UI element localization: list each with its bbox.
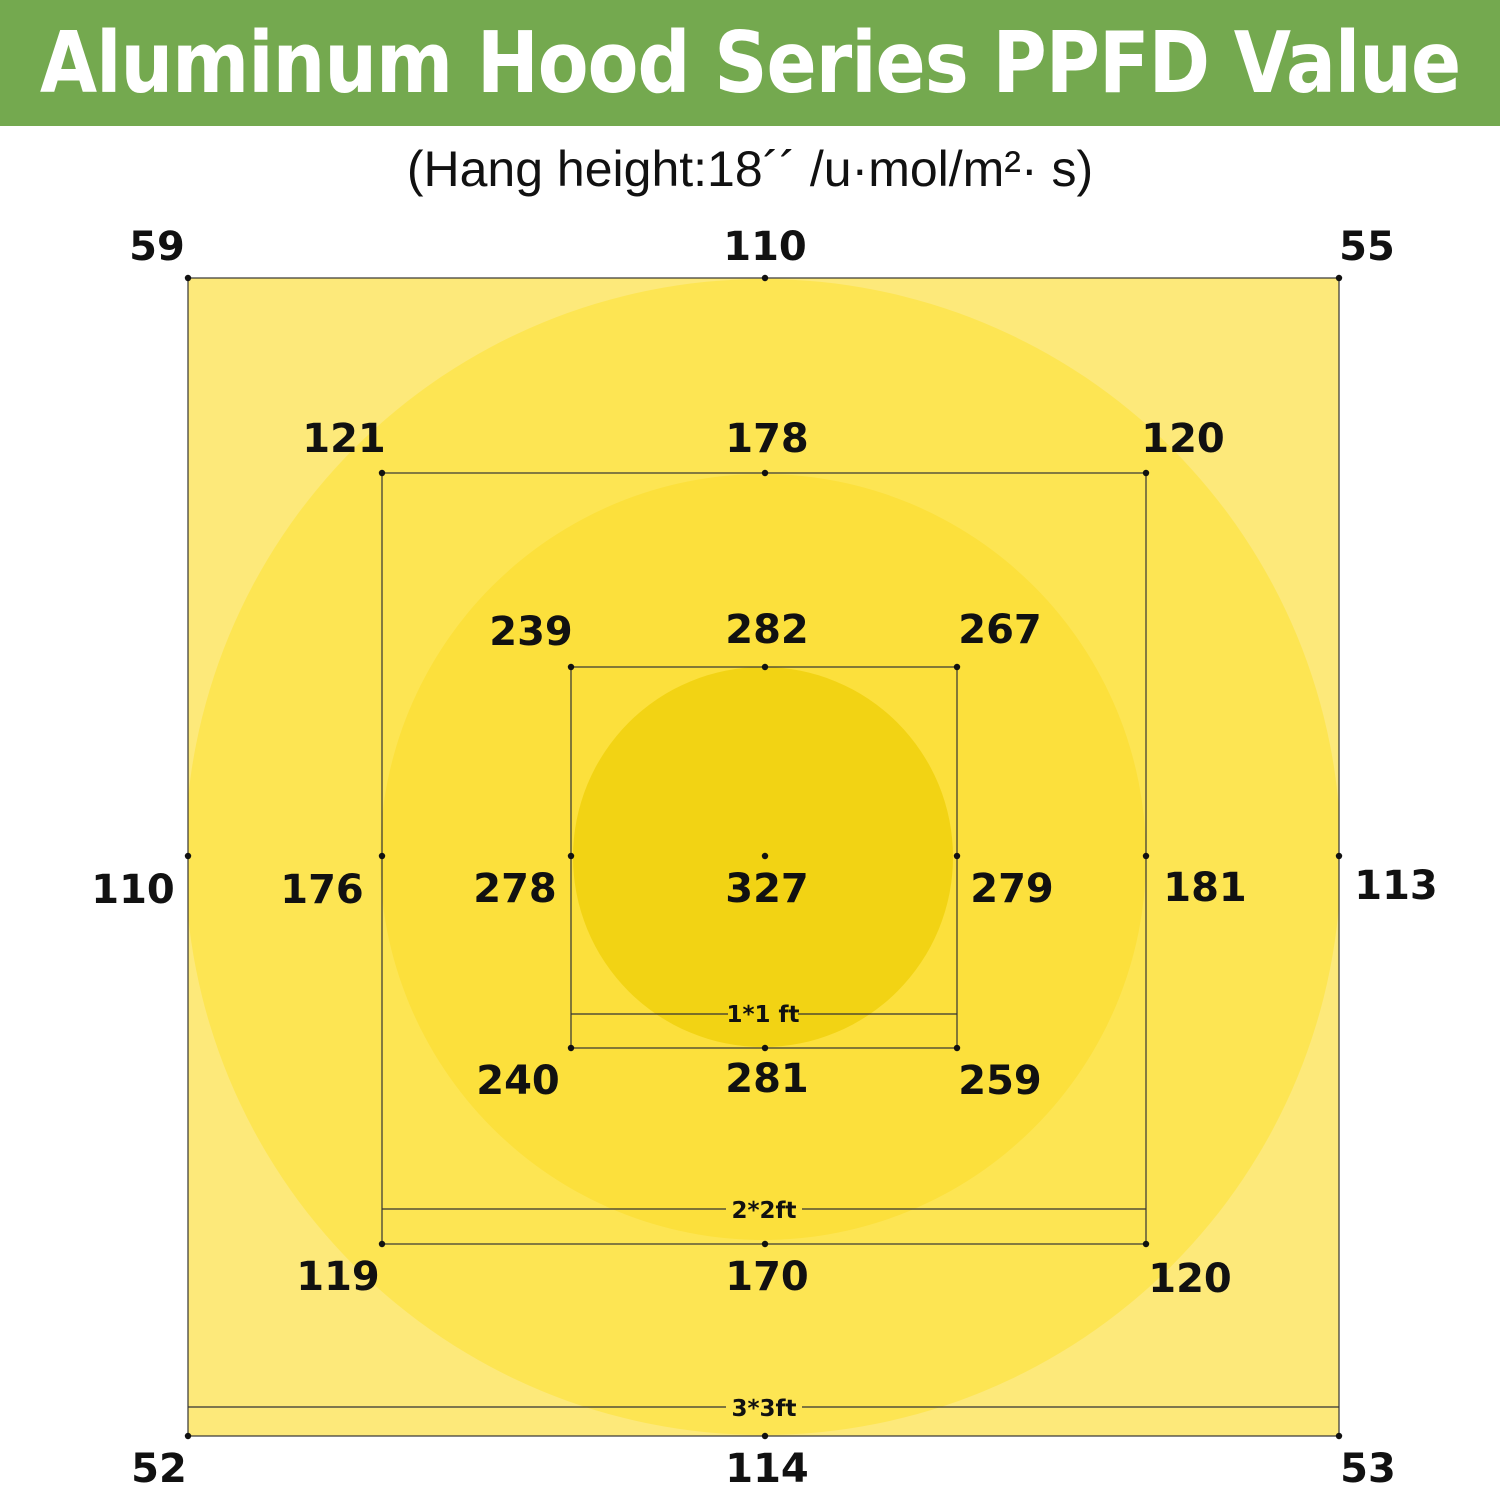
ppfd-1x1-bottom-left: 240 bbox=[476, 1058, 560, 1104]
ppfd-2x2-top-right: 120 bbox=[1141, 416, 1225, 462]
point-3x3-bottom-right bbox=[1335, 1432, 1343, 1440]
ppfd-2x2-middle-right: 181 bbox=[1163, 865, 1247, 911]
ppfd-2x2-bottom-center: 170 bbox=[725, 1254, 809, 1300]
point-1x1-middle-right bbox=[953, 852, 961, 860]
page-title: Aluminum Hood Series PPFD Value bbox=[39, 13, 1461, 113]
point-3x3-top-left bbox=[184, 274, 192, 282]
ppfd-3x3-bottom-center: 114 bbox=[725, 1446, 809, 1490]
ppfd-1x1-top-left: 239 bbox=[489, 609, 573, 655]
point-3x3-top-center bbox=[761, 274, 769, 282]
point-3x3-bottom-left bbox=[184, 1432, 192, 1440]
hang-height-subtitle: (Hang height:18´´ /u·mol/m²· s) bbox=[406, 141, 1094, 197]
ppfd-1x1-middle-left: 278 bbox=[473, 866, 557, 912]
point-3x3-middle-right bbox=[1335, 852, 1343, 860]
point-3x3-top-right bbox=[1335, 274, 1343, 282]
ppfd-3x3-middle-right: 113 bbox=[1354, 863, 1438, 909]
point-1x1-top-center bbox=[761, 663, 769, 671]
point-2x2-top-left bbox=[378, 469, 386, 477]
point-1x1-bottom-right bbox=[953, 1044, 961, 1052]
ppfd-2x2-top-left: 121 bbox=[302, 416, 386, 462]
ppfd-2x2-bottom-right: 120 bbox=[1148, 1256, 1232, 1302]
ppfd-1x1-top-center: 282 bbox=[725, 607, 809, 653]
title-banner: Aluminum Hood Series PPFD Value bbox=[0, 0, 1500, 126]
ppfd-1x1-center: 327 bbox=[725, 866, 809, 912]
point-2x2-top-center bbox=[761, 469, 769, 477]
point-2x2-middle-right bbox=[1142, 852, 1150, 860]
point-2x2-bottom-center bbox=[761, 1240, 769, 1248]
point-1x1-top-right bbox=[953, 663, 961, 671]
point-1x1-middle-left bbox=[567, 852, 575, 860]
ppfd-3x3-bottom-left: 52 bbox=[131, 1446, 187, 1490]
ppfd-3x3-top-right: 55 bbox=[1339, 224, 1395, 270]
point-3x3-middle-left bbox=[184, 852, 192, 860]
point-2x2-bottom-left bbox=[378, 1240, 386, 1248]
point-1x1-top-left bbox=[567, 663, 575, 671]
point-1x1-bottom-left bbox=[567, 1044, 575, 1052]
ppfd-2x2-middle-left: 176 bbox=[280, 867, 364, 913]
ppfd-3x3-middle-left: 110 bbox=[91, 867, 175, 913]
dim-label-3x3: 3*3ft bbox=[731, 1396, 796, 1422]
ppfd-3x3-top-left: 59 bbox=[129, 224, 185, 270]
point-2x2-bottom-right bbox=[1142, 1240, 1150, 1248]
ppfd-1x1-bottom-center: 281 bbox=[725, 1056, 809, 1102]
dim-label-1x1: 1*1 ft bbox=[726, 1002, 799, 1028]
ppfd-1x1-bottom-right: 259 bbox=[958, 1058, 1042, 1104]
point-1x1-center bbox=[761, 852, 769, 860]
ppfd-1x1-middle-right: 279 bbox=[970, 866, 1054, 912]
ppfd-3x3-top-center: 110 bbox=[723, 224, 807, 270]
point-1x1-bottom-center bbox=[761, 1044, 769, 1052]
ppfd-3x3-bottom-right: 53 bbox=[1340, 1446, 1396, 1490]
ppfd-1x1-top-right: 267 bbox=[958, 607, 1042, 653]
point-2x2-top-right bbox=[1142, 469, 1150, 477]
dim-label-2x2: 2*2ft bbox=[731, 1198, 796, 1224]
ppfd-2x2-bottom-left: 119 bbox=[296, 1254, 380, 1300]
point-2x2-middle-left bbox=[378, 852, 386, 860]
ppfd-2x2-top-center: 178 bbox=[725, 416, 809, 462]
point-3x3-bottom-center bbox=[761, 1432, 769, 1440]
